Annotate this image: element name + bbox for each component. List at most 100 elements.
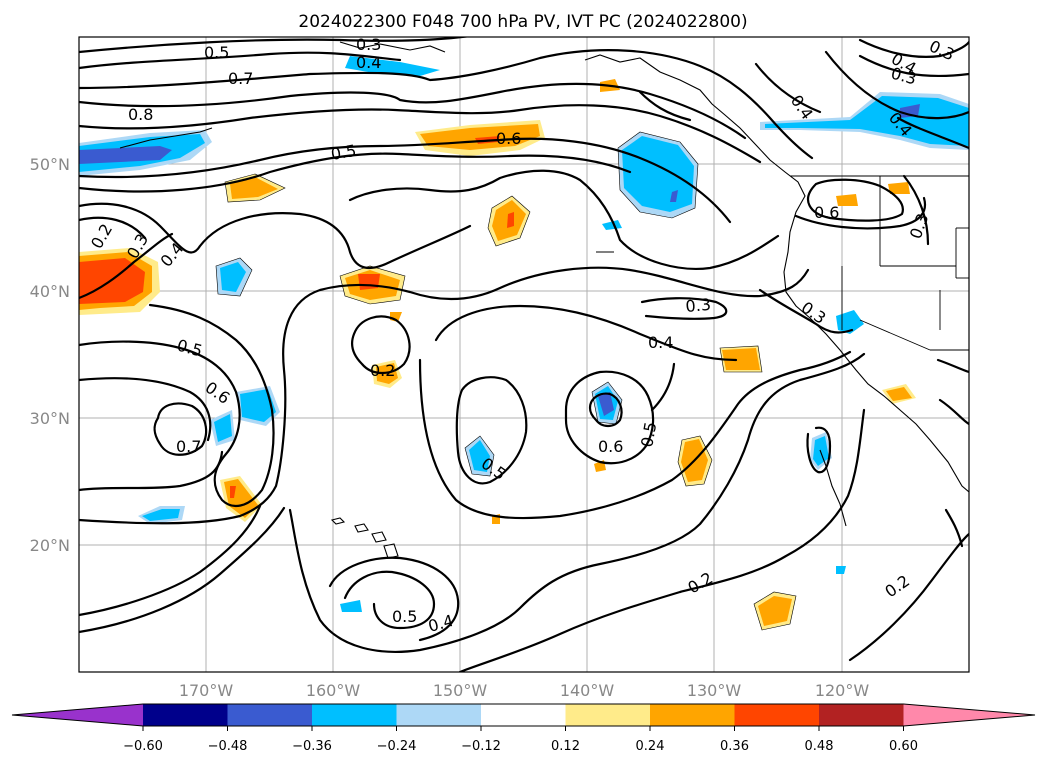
map-frame [78, 36, 970, 673]
colorbar-tick-label: 0.36 [720, 739, 749, 754]
latitude-labels: 20°N 30°N 40°N 50°N [30, 155, 70, 555]
lon-tick-label: 130°W [687, 681, 742, 700]
colorbar-segment [650, 704, 735, 726]
colorbar-tick-label: −0.36 [292, 739, 332, 754]
contour-line [638, 90, 692, 122]
lat-tick-label: 30°N [30, 409, 70, 428]
contour-line [902, 174, 930, 246]
colorbar-segment [143, 704, 228, 726]
lat-tick-label: 20°N [30, 536, 70, 555]
contour-line [754, 62, 822, 114]
colorbar-tick-label: 0.48 [805, 739, 834, 754]
contour-line [153, 402, 208, 456]
coastlines [119, 41, 969, 559]
political-borders [790, 175, 969, 351]
colorbar-segment [312, 704, 397, 726]
map-panel: 0.5 0.7 0.8 0.3 0.4 0.5 0.6 0.4 0.3 0.2 … [78, 35, 970, 673]
colorbar-tick-label: 0.60 [889, 739, 918, 754]
anomaly-negative [469, 440, 490, 472]
contour-label: 0.3 [685, 295, 712, 316]
contour-line [806, 426, 832, 474]
contour-line [458, 408, 866, 672]
contour-line [936, 358, 969, 374]
contour-label: 0.6 [814, 203, 839, 222]
contour-label: 0.5 [637, 420, 660, 448]
lon-tick-label: 150°W [433, 681, 488, 700]
anomaly-positive [888, 182, 910, 194]
contour-line [79, 37, 471, 54]
longitude-labels: 170°W 160°W 150°W 140°W 130°W 120°W [179, 681, 870, 700]
anomaly-negative [79, 146, 172, 164]
contour-line [824, 50, 969, 120]
anomaly-positive [230, 486, 236, 498]
anomaly-positive [836, 194, 858, 206]
colorbar-tick-label: 0.24 [636, 739, 665, 754]
colorbar-segment [819, 704, 904, 726]
contour-line [79, 450, 224, 492]
contour-line [79, 152, 632, 193]
contour-line [858, 54, 969, 78]
anomaly-negative [836, 310, 864, 334]
anomaly-negative [220, 262, 246, 292]
contour-label: 0.8 [128, 105, 153, 124]
contour-line [79, 266, 810, 525]
anomaly-outlines [215, 131, 797, 631]
contour-line [848, 532, 969, 662]
contour-line [348, 169, 780, 270]
contour-line [418, 350, 852, 520]
contour-line [79, 137, 732, 224]
contour-label: 0.6 [598, 437, 623, 456]
contour-line [328, 556, 460, 642]
anomaly-positive [758, 596, 792, 626]
contour-line [79, 506, 286, 634]
anomaly-negative [340, 600, 362, 612]
contour-label: 0.3 [356, 35, 381, 54]
anomaly-negative [214, 414, 232, 442]
contour-label: 0.6 [496, 129, 521, 148]
contour-line [79, 216, 147, 240]
contour-line [343, 570, 436, 630]
anomaly-positive [507, 212, 514, 228]
contour-line [944, 508, 964, 548]
colorbar: −0.60 −0.48 −0.36 −0.24 −0.12 0.12 0.24 0.36 0.4… [11, 703, 1036, 754]
contour-line [650, 362, 676, 412]
lon-tick-label: 170°W [179, 681, 234, 700]
colorbar-tick-label: 0.12 [551, 739, 580, 754]
contour-label: 0.7 [176, 437, 201, 456]
colorbar-extend-low [12, 704, 143, 726]
contour-line [79, 82, 747, 140]
colorbar-tick-label: −0.48 [208, 739, 248, 754]
contour-line [351, 315, 411, 375]
contour-line [79, 377, 212, 442]
contour-label: 0.5 [392, 607, 417, 626]
contour-line [807, 178, 904, 222]
contour-line [896, 116, 969, 150]
contour-label: 0.4 [648, 333, 673, 352]
contour-label: 0.7 [228, 69, 253, 88]
contour-line [564, 370, 655, 465]
contour-label: 0.4 [356, 53, 381, 72]
colorbar-segment [565, 704, 651, 726]
chart-title: 2024022300 F048 700 hPa PV, IVT PC (2024… [298, 12, 747, 32]
contour-label: 0.5 [329, 141, 357, 164]
colorbar-segment [227, 704, 313, 726]
lat-tick-label: 50°N [30, 155, 70, 174]
lon-tick-label: 160°W [306, 681, 361, 700]
lon-tick-label: 140°W [560, 681, 615, 700]
lon-tick-label: 120°W [815, 681, 870, 700]
anomaly-negative [813, 436, 829, 466]
contour-line [758, 288, 854, 334]
shaded-anomalies [79, 56, 969, 630]
colorbar-segment [734, 704, 820, 726]
contour-line [79, 504, 262, 617]
colorbar-tick-label: −0.12 [461, 739, 501, 754]
anomaly-negative [670, 190, 678, 202]
contour-line [858, 38, 969, 58]
contour-line [79, 49, 814, 160]
contour-line [434, 304, 738, 362]
anomaly-positive [886, 387, 912, 401]
anomaly-positive [358, 274, 380, 290]
anomaly-negative [142, 509, 180, 521]
contour-line [938, 398, 969, 426]
